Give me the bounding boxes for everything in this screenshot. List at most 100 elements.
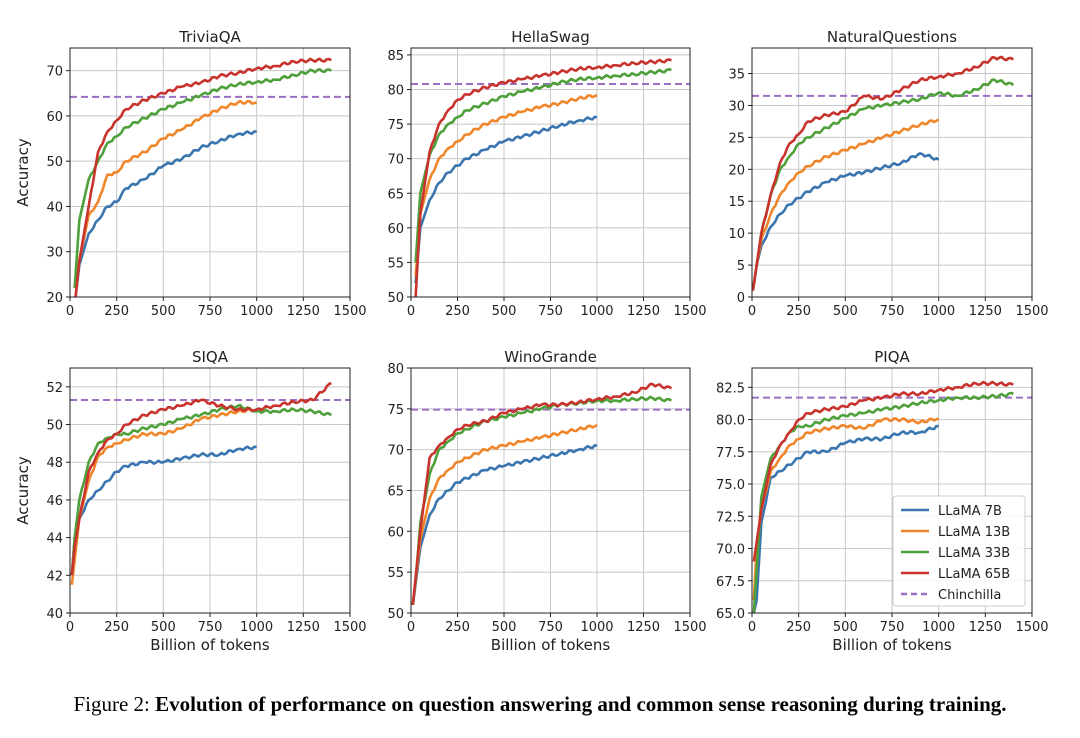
subplot-naturalquestions: 0 250 500 750 1000 1250 1500 0 5 10 15 20 25 30 35 Natu… [728,28,1048,319]
x-tick-label: 250 [786,304,811,319]
y-tick-label: 55 [387,566,404,581]
axes-frame [751,47,1033,298]
x-tick-label: 750 [198,620,223,635]
x-tick-label: 1250 [287,304,320,319]
y-tick-label: 60 [387,222,404,237]
x-tick-label: 1000 [922,620,955,635]
subplot-title: SIQA [192,348,229,366]
figure: 0 250 500 750 1000 1250 1500203040506070Trivia… [14,28,1049,654]
x-tick-label: 1000 [922,304,955,319]
x-tick-label: 0 [748,304,756,319]
y-tick-label: 50 [387,607,404,622]
y-tick-label: 40 [46,200,63,215]
x-tick-label: 250 [786,620,811,635]
series-line-llama-7b [411,444,598,606]
legend-label: LLaMA 33B [938,546,1010,561]
y-tick-label: 10 [728,227,745,242]
x-tick-label: 500 [151,620,176,635]
x-tick-label: 1250 [287,620,320,635]
x-tick-label: 500 [492,620,517,635]
y-tick-label: 48 [46,456,63,471]
series-line-llama-65b [70,381,332,576]
series-line-llama-33b [73,67,332,289]
x-tick-label: 750 [880,620,905,635]
y-axis-label: Accuracy [14,138,32,207]
x-tick-label: 1000 [580,304,613,319]
series-line-llama-7b [752,424,939,613]
series-line-llama-65b [752,380,1014,562]
x-tick-label: 750 [198,304,223,319]
y-tick-label: 35 [728,68,745,83]
x-tick-label: 1500 [673,620,706,635]
series-line-llama-65b [752,55,1014,291]
subplot-siqa: 0 250 500 750 1000 1250 1500 40 42 44 46 48 50 52 SIQA… [14,348,367,654]
y-tick-label: 44 [46,532,63,547]
x-tick-label: 500 [833,620,858,635]
axes-frame [410,47,691,298]
legend-label: LLaMA 65B [938,567,1010,582]
x-tick-label: 1500 [333,304,366,319]
x-tick-label: 0 [407,620,415,635]
subplot-triviaqa: 0 250 500 750 1000 1250 1500 20 30 40 50 60 70 Trivia… [14,28,367,319]
x-tick-label: 750 [538,304,563,319]
y-tick-label: 20 [728,163,745,178]
series-line-llama-13b [74,99,258,297]
series-line-llama-65b [411,382,673,605]
y-tick-label: 70 [46,65,63,80]
caption-prefix: Figure 2: [73,692,156,716]
x-tick-label: 250 [445,620,470,635]
y-tick-label: 72.5 [716,510,745,525]
series-line-llama-13b [752,118,940,291]
axes-frame [69,367,351,614]
legend-label: LLaMA 7B [938,504,1002,519]
y-tick-label: 55 [387,256,404,271]
y-tick-label: 42 [46,569,63,584]
y-tick-label: 40 [46,607,63,622]
series-line-llama-7b [74,130,257,297]
y-tick-label: 80 [387,84,404,99]
y-tick-label: 30 [46,246,63,261]
subplot-title: WinoGrande [504,348,597,366]
x-tick-label: 250 [445,304,470,319]
series-line-llama-7b [752,152,940,291]
x-tick-label: 1250 [627,304,660,319]
x-tick-label: 1000 [580,620,613,635]
x-axis-label: Billion of tokens [832,636,952,654]
y-tick-label: 85 [387,49,404,64]
x-tick-label: 500 [492,304,517,319]
subplot-winogrande: 0 250 500 750 1000 1250 1500 50 55 60 65 70 75 80 Wino… [387,348,706,654]
subplot-piqa: 0 250 500 750 1000 1250 1500 65.0 67.5 70.0 72.5 75… [716,348,1049,654]
series-line-llama-33b [414,67,672,263]
series-line-llama-33b [752,391,1014,613]
y-tick-label: 52 [46,381,63,396]
x-tick-label: 0 [66,620,74,635]
y-tick-label: 80.0 [716,414,745,429]
y-tick-label: 25 [728,131,745,146]
axes-frame [69,47,351,298]
series-line-llama-13b [414,93,598,277]
x-tick-label: 500 [151,304,176,319]
axes-frame [410,367,691,614]
series-line-llama-7b [414,115,598,284]
legend-box [892,495,1026,607]
y-tick-label: 82.5 [716,381,745,396]
series-line-llama-13b [411,424,598,605]
y-tick-label: 70.0 [716,543,745,558]
x-tick-label: 750 [880,304,905,319]
y-tick-label: 50 [46,155,63,170]
x-axis-label: Billion of tokens [150,636,270,654]
y-tick-label: 70 [387,444,404,459]
series-line-llama-33b [752,78,1015,291]
plot-area [752,55,1032,291]
x-tick-label: 1500 [333,620,366,635]
series-line-llama-33b [411,395,673,605]
x-tick-label: 1250 [969,620,1002,635]
y-tick-label: 65.0 [716,607,745,622]
y-tick-label: 67.5 [716,575,745,590]
y-tick-label: 50 [46,419,63,434]
y-tick-label: 50 [387,291,404,306]
legend-label: LLaMA 13B [938,525,1010,540]
plot-area [70,381,350,585]
figure-caption: Figure 2: Evolution of performance on qu… [0,692,1080,717]
subplot-title: TriviaQA [178,28,241,46]
